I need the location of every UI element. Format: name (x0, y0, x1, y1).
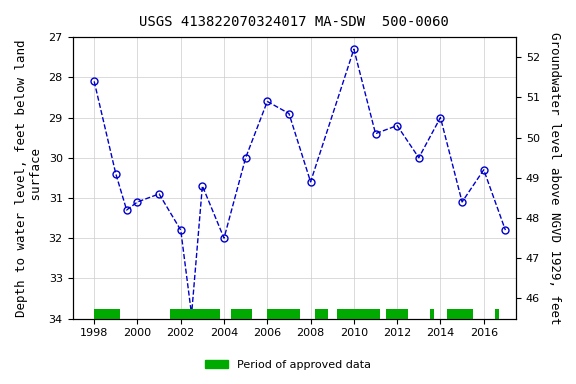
Bar (386, 308, 408, 319)
Bar (315, 308, 328, 319)
Y-axis label: Depth to water level, feet below land
 surface: Depth to water level, feet below land su… (15, 39, 43, 316)
Bar (230, 308, 252, 319)
Bar (430, 308, 434, 319)
Title: USGS 413822070324017 MA-SDW  500-0060: USGS 413822070324017 MA-SDW 500-0060 (139, 15, 449, 29)
Bar (495, 308, 499, 319)
Bar (94, 308, 120, 319)
Bar (447, 308, 473, 319)
Y-axis label: Groundwater level above NGVD 1929, feet: Groundwater level above NGVD 1929, feet (548, 31, 561, 324)
Legend: Period of approved data: Period of approved data (201, 356, 375, 375)
Bar (267, 308, 300, 319)
Bar (170, 308, 219, 319)
Bar (336, 308, 380, 319)
